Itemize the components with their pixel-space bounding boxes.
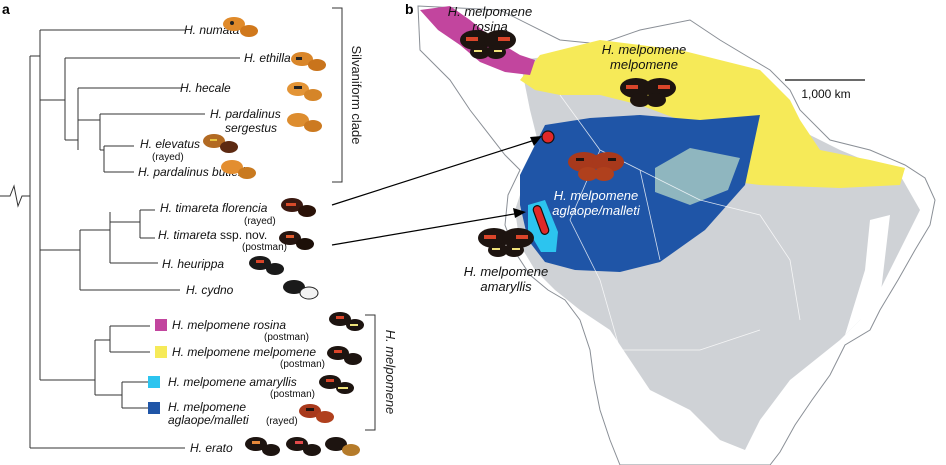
map-label-amaryllis-1: H. melpomene <box>464 264 549 279</box>
phylogenetic-tree <box>0 29 240 449</box>
butterfly-icon-erato-2 <box>286 437 321 456</box>
butterfly-icon-map-amaryllis <box>478 228 534 257</box>
arrow-ssp-to-map <box>331 212 521 246</box>
scale-bar-label: 1,000 km <box>801 87 850 101</box>
taxon-label-timareta-ssp: H. timareta ssp. nov. <box>158 228 267 242</box>
taxon-label-cydno: H. cydno <box>186 283 234 297</box>
panel-b-label: b <box>405 1 414 17</box>
taxon-label-aglaope-2: aglaope/malleti <box>168 413 249 427</box>
taxon-note-amaryllis: (postman) <box>270 389 315 400</box>
butterfly-icon-cydno <box>283 280 319 300</box>
map-label-aglaope-2: aglaope/malleti <box>552 203 641 218</box>
taxon-label-heurippa: H. heurippa <box>162 257 224 271</box>
swatch-aglaope <box>148 402 160 414</box>
taxon-label-aglaope-1: H. melpomene <box>168 400 246 414</box>
map-label-rosina-2: rosina <box>472 19 507 34</box>
range-gap-east <box>845 215 890 335</box>
map-label-amaryllis-2: amaryllis <box>480 279 532 294</box>
hybrid-zone-south <box>532 205 550 235</box>
butterfly-icon-butleri <box>221 160 256 179</box>
taxon-label-melpomene: H. melpomene melpomene <box>172 345 316 359</box>
butterfly-icon-timareta-ssp <box>279 231 314 250</box>
taxon-note-timareta-florencia: (rayed) <box>244 216 276 227</box>
taxon-label-ethilla: H. ethilla <box>244 51 291 65</box>
butterfly-icon-sergestus <box>287 113 322 132</box>
root-break-mark <box>0 184 30 208</box>
butterfly-icon-rosina <box>329 312 364 331</box>
taxon-label-elevatus: H. elevatus <box>140 137 200 151</box>
butterfly-icon-elevatus <box>203 134 238 153</box>
taxon-label-hecale: H. hecale <box>180 81 231 95</box>
taxon-note-timareta-ssp: (postman) <box>242 242 287 253</box>
map-butterflies <box>460 30 676 257</box>
taxon-note-rosina: (postman) <box>264 332 309 343</box>
butterfly-icon-erato-1 <box>245 437 280 456</box>
taxon-label-timareta-florencia: H. timareta florencia <box>160 201 268 215</box>
taxon-note-melpomene: (postman) <box>280 359 325 370</box>
butterfly-icon-hecale <box>287 82 322 101</box>
silvaniform-bracket <box>332 7 343 183</box>
butterfly-thumbnails <box>203 17 364 456</box>
swatch-rosina <box>155 319 167 331</box>
taxon-label-sergestus: sergestus <box>225 121 277 135</box>
taxon-label-erato: H. erato <box>190 441 233 455</box>
hybrid-zone-north <box>541 130 555 144</box>
butterfly-icon-map-aglaope <box>568 152 624 181</box>
silvaniform-clade-label: Silvaniform clade <box>349 46 364 145</box>
butterfly-icon-erato-3 <box>325 437 360 456</box>
taxon-note-aglaope: (rayed) <box>266 416 298 427</box>
butterfly-icon-aglaope <box>299 404 334 423</box>
butterfly-icon-heurippa <box>249 256 284 275</box>
range-melpomene <box>520 40 905 188</box>
map-label-melpomene-2: melpomene <box>610 57 678 72</box>
butterfly-icon-melpomene <box>327 346 362 365</box>
butterfly-icon-numata <box>223 17 258 37</box>
butterfly-icon-ethilla <box>291 52 326 71</box>
swatch-amaryllis <box>148 376 160 388</box>
map-label-melpomene-1: H. melpomene <box>602 42 687 57</box>
taxon-label-rosina: H. melpomene rosina <box>172 318 286 332</box>
taxon-label-amaryllis: H. melpomene amaryllis <box>168 375 297 389</box>
butterfly-icon-amaryllis <box>319 375 354 394</box>
panel-a-label: a <box>2 1 10 17</box>
arrowhead-south <box>513 208 526 218</box>
taxon-label-pardalinus: H. pardalinus <box>210 107 281 121</box>
swatch-melpomene <box>155 346 167 358</box>
taxon-note-elevatus: (rayed) <box>152 152 184 163</box>
arrowhead-north <box>530 136 542 146</box>
map-label-aglaope-1: H. melpomene <box>554 188 639 203</box>
range-overlap <box>655 148 740 205</box>
melpomene-bracket <box>365 314 376 431</box>
taxon-label-pardalinus-butleri: H. pardalinus butleri <box>138 165 245 179</box>
butterfly-icon-timareta-florencia <box>281 198 316 217</box>
arrow-florencia-to-map <box>331 138 539 206</box>
map-label-rosina-1: H. melpomene <box>448 4 533 19</box>
map <box>417 5 936 465</box>
butterfly-icon-map-rosina <box>460 30 516 59</box>
butterfly-icon-map-melpomene <box>620 78 676 107</box>
melpomene-clade-label: H. melpomene <box>383 330 398 415</box>
